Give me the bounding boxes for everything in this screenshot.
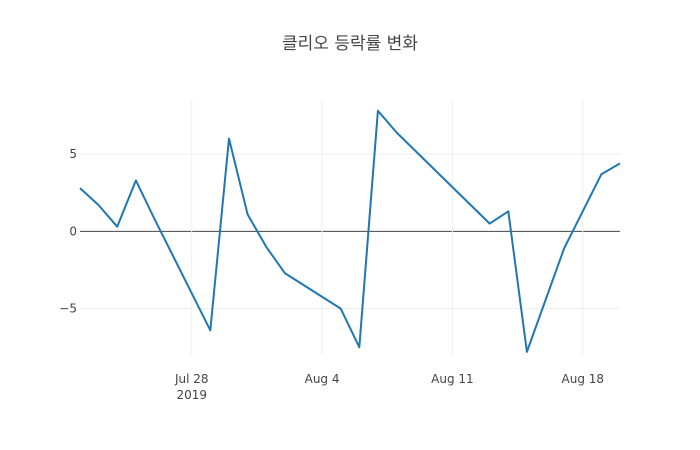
x-tick-label: Aug 18 <box>562 372 605 386</box>
x-tick-label: Jul 28 <box>174 372 209 386</box>
series-layer <box>79 109 621 353</box>
x-tick-label: Aug 11 <box>431 372 474 386</box>
y-tick-label: 5 <box>69 147 77 161</box>
x-tick-label: Aug 4 <box>305 372 340 386</box>
series-line-0 <box>79 109 621 353</box>
x-axis-ticks: Jul 28 2019 Aug 4 Aug 11 Aug 18 <box>174 372 604 402</box>
y-tick-label: 0 <box>69 224 77 238</box>
grid-lines <box>80 100 620 355</box>
y-axis-ticks: 5 0 −5 <box>59 147 77 316</box>
x-tick-sublabel: 2019 <box>176 388 207 402</box>
chart-title: 클리오 등락률 변화 <box>282 34 418 54</box>
y-tick-label: −5 <box>59 302 77 316</box>
